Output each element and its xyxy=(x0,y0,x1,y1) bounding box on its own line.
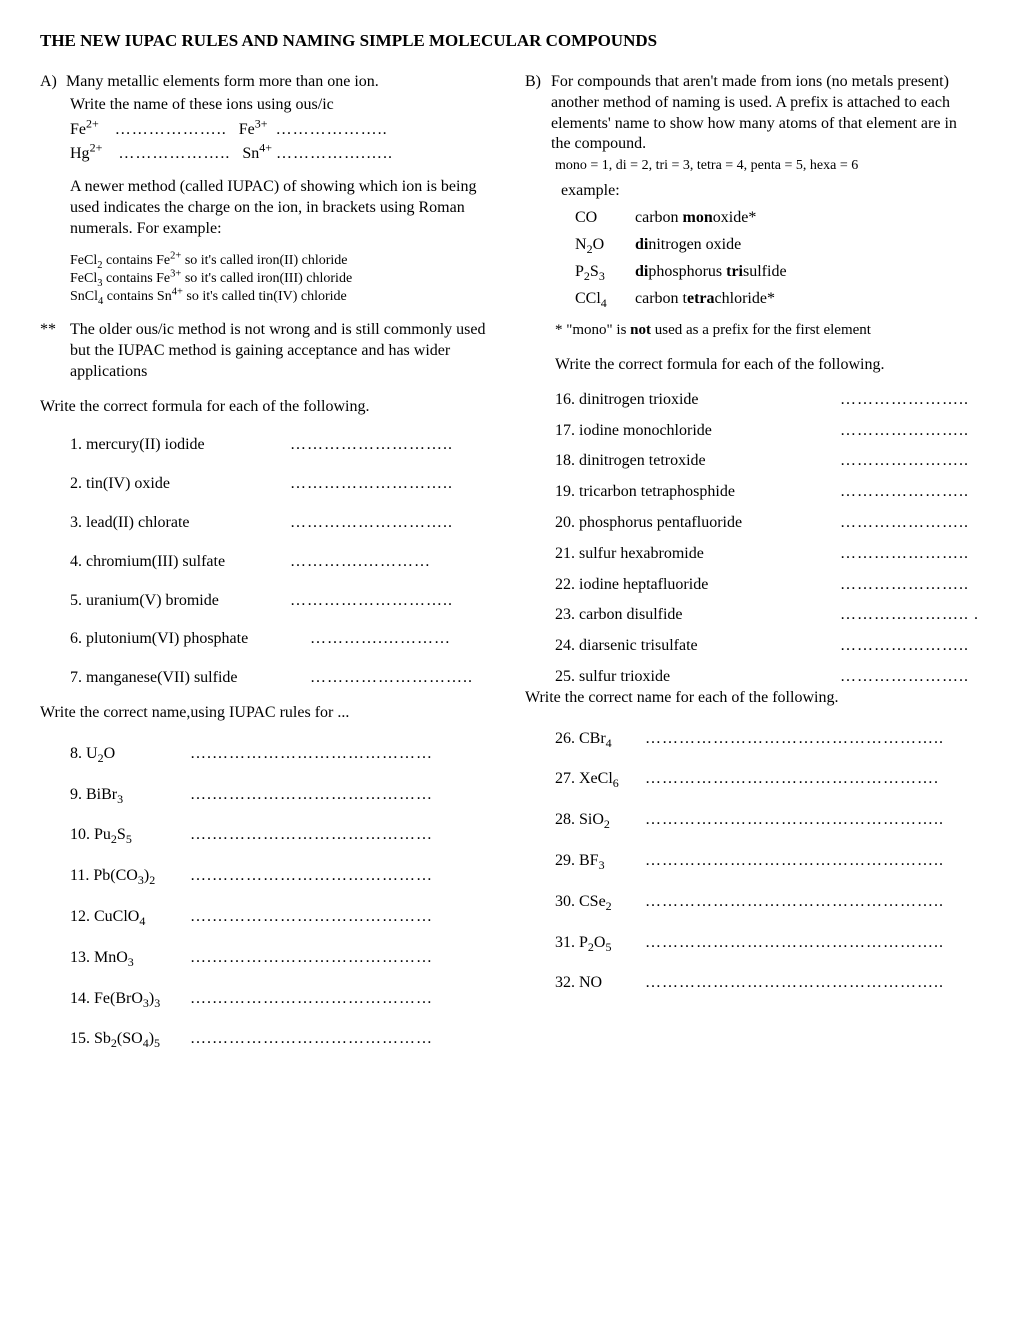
stars-text: The older ous/ic method is not wrong and… xyxy=(70,320,495,382)
ex-row-n2o: N2O dinitrogen oxide xyxy=(575,235,980,256)
q27-row: 27. XeCl6……………………………………………. xyxy=(555,769,980,790)
q19-row: 19. tricarbon tetraphosphide………………….. xyxy=(555,482,980,503)
ion-row-2: Hg2+ ……………….. Sn4+ …………….….. xyxy=(70,144,495,165)
section-b-label: B) xyxy=(525,72,551,155)
section-a-text1: Many metallic elements form more than on… xyxy=(66,72,379,93)
ex-row-p2s3: P2S3 diphosphorus trisulfide xyxy=(575,262,980,283)
left-instruction-2: Write the correct name,using IUPAC rules… xyxy=(40,703,495,724)
q25-row: 25. sulfur trioxide………………….. xyxy=(555,667,980,688)
section-a-text2: Write the name of these ions using ous/i… xyxy=(70,95,495,116)
stars-note: ** The older ous/ic method is not wrong … xyxy=(40,320,495,382)
right-instruction-2: Write the correct name for each of the f… xyxy=(525,688,980,709)
q23-row: 23. carbon disulfide………………….. . xyxy=(555,605,980,626)
q2-row: 2. tin(IV) oxide……………………….. xyxy=(70,474,495,495)
stars-mark: ** xyxy=(40,320,70,382)
q11-row: 11. Pb(CO3)2….………………………………… xyxy=(70,866,495,887)
q24-row: 24. diarsenic trisulfate………………….. xyxy=(555,636,980,657)
q14-row: 14. Fe(BrO3)3….………………………………… xyxy=(70,989,495,1010)
q6-row: 6. plutonium(VI) phosphate………….………… xyxy=(70,629,495,650)
q9-row: 9. BiBr3….………………………………… xyxy=(70,785,495,806)
q13-row: 13. MnO3….………………………………… xyxy=(70,948,495,969)
section-a-head: A) Many metallic elements form more than… xyxy=(40,72,495,93)
iupac-paragraph: A newer method (called IUPAC) of showing… xyxy=(70,177,495,239)
right-column: B) For compounds that aren't made from i… xyxy=(525,72,980,1050)
q31-row: 31. P2O5…………………………………………….. xyxy=(555,933,980,954)
q15-row: 15. Sb2(SO4)5….………………………………… xyxy=(70,1029,495,1050)
page-title: THE NEW IUPAC RULES AND NAMING SIMPLE MO… xyxy=(40,30,980,52)
q10-row: 10. Pu2S5….………………………………… xyxy=(70,825,495,846)
q18-row: 18. dinitrogen tetroxide………………….. xyxy=(555,451,980,472)
q12-row: 12. CuClO4….………………………………… xyxy=(70,907,495,928)
q5-row: 5. uranium(V) bromide……………………….. xyxy=(70,591,495,612)
two-column-layout: A) Many metallic elements form more than… xyxy=(40,72,980,1050)
q28-row: 28. SiO2…………………………………………….. xyxy=(555,810,980,831)
example-label: example: xyxy=(561,181,980,202)
q22-row: 22. iodine heptafluoride………………….. xyxy=(555,575,980,596)
q3-row: 3. lead(II) chlorate……………………….. xyxy=(70,513,495,534)
example-line-2: FeCl3 contains Fe3+ so it's called iron(… xyxy=(70,270,495,288)
ion-row-1: Fe2+ ……………….. Fe3+ ……………….. xyxy=(70,120,495,141)
section-b-text: For compounds that aren't made from ions… xyxy=(551,72,980,155)
ex-row-ccl4: CCl4 carbon tetrachloride* xyxy=(575,289,980,310)
q1-row: 1. mercury(II) iodide……………………….. xyxy=(70,435,495,456)
left-instruction-1: Write the correct formula for each of th… xyxy=(40,397,495,418)
q26-row: 26. CBr4…………………………………………….. xyxy=(555,729,980,750)
q7-row: 7. manganese(VII) sulfide……………………….. xyxy=(70,668,495,689)
q8-row: 8. U2O….………………………………… xyxy=(70,744,495,765)
section-b-head: B) For compounds that aren't made from i… xyxy=(525,72,980,155)
left-column: A) Many metallic elements form more than… xyxy=(40,72,495,1050)
prefix-line: mono = 1, di = 2, tri = 3, tetra = 4, pe… xyxy=(555,157,980,175)
ex-row-co: CO carbon monoxide* xyxy=(575,208,980,229)
q30-row: 30. CSe2…………………………………………….. xyxy=(555,892,980,913)
q4-row: 4. chromium(III) sulfate………….………… xyxy=(70,552,495,573)
right-instruction-1: Write the correct formula for each of th… xyxy=(555,355,980,376)
q16-row: 16. dinitrogen trioxide………………….. xyxy=(555,390,980,411)
q29-row: 29. BF3…………………………………………….. xyxy=(555,851,980,872)
q21-row: 21. sulfur hexabromide………………….. xyxy=(555,544,980,565)
mono-note: * "mono" is not used as a prefix for the… xyxy=(555,321,980,341)
q17-row: 17. iodine monochloride………………….. xyxy=(555,421,980,442)
example-line-1: FeCl2 contains Fe2+ so it's called iron(… xyxy=(70,252,495,270)
section-a-label: A) xyxy=(40,72,66,93)
q20-row: 20. phosphorus pentafluoride………………….. xyxy=(555,513,980,534)
example-line-3: SnCl4 contains Sn4+ so it's called tin(I… xyxy=(70,288,495,306)
q32-row: 32. NO…………………………………………….. xyxy=(555,973,980,994)
